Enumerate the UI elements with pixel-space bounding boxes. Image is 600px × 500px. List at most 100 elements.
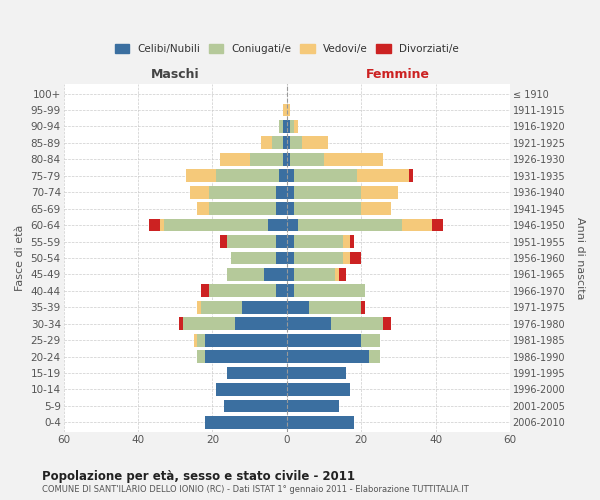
Bar — [179, 318, 182, 330]
Bar — [302, 136, 328, 149]
Text: Maschi: Maschi — [151, 68, 199, 81]
Bar — [287, 301, 309, 314]
Bar — [290, 120, 294, 133]
Bar — [294, 170, 358, 182]
Bar — [287, 186, 294, 198]
Bar — [182, 318, 235, 330]
Bar — [287, 104, 290, 117]
Bar — [294, 186, 361, 198]
Bar — [197, 301, 201, 314]
Bar — [409, 170, 413, 182]
Bar — [220, 235, 227, 248]
Bar — [383, 318, 391, 330]
Bar — [339, 268, 346, 281]
Bar — [309, 301, 361, 314]
Bar — [190, 186, 209, 198]
Bar — [358, 170, 409, 182]
Bar — [361, 301, 365, 314]
Bar — [250, 153, 283, 166]
Bar — [294, 202, 361, 215]
Bar — [350, 235, 353, 248]
Text: Popolazione per età, sesso e stato civile - 2011: Popolazione per età, sesso e stato civil… — [42, 470, 355, 483]
Bar — [432, 218, 443, 232]
Bar — [361, 334, 380, 346]
Bar — [402, 218, 432, 232]
Bar — [290, 136, 302, 149]
Bar — [235, 318, 287, 330]
Bar — [368, 350, 380, 363]
Bar — [287, 416, 353, 429]
Text: COMUNE DI SANT'ILARIO DELLO IONIO (RC) - Dati ISTAT 1° gennaio 2011 - Elaborazio: COMUNE DI SANT'ILARIO DELLO IONIO (RC) -… — [42, 485, 469, 494]
Bar — [343, 235, 350, 248]
Bar — [205, 334, 287, 346]
Bar — [324, 153, 383, 166]
Bar — [275, 284, 287, 297]
Bar — [242, 301, 287, 314]
Bar — [294, 120, 298, 133]
Bar — [287, 284, 294, 297]
Bar — [287, 153, 290, 166]
Bar — [287, 170, 294, 182]
Bar — [287, 120, 290, 133]
Bar — [275, 252, 287, 264]
Bar — [287, 383, 350, 396]
Bar — [209, 284, 275, 297]
Bar — [268, 218, 287, 232]
Bar — [197, 202, 209, 215]
Bar — [343, 252, 350, 264]
Bar — [149, 218, 160, 232]
Bar — [298, 218, 402, 232]
Legend: Celibi/Nubili, Coniugati/e, Vedovi/e, Divorziati/e: Celibi/Nubili, Coniugati/e, Vedovi/e, Di… — [110, 40, 463, 58]
Bar — [205, 350, 287, 363]
Bar — [231, 252, 275, 264]
Bar — [194, 334, 197, 346]
Bar — [331, 318, 383, 330]
Bar — [220, 153, 250, 166]
Bar — [201, 301, 242, 314]
Bar — [280, 170, 287, 182]
Bar — [197, 334, 205, 346]
Bar — [287, 218, 298, 232]
Bar — [287, 235, 294, 248]
Bar — [287, 136, 290, 149]
Bar — [287, 268, 294, 281]
Bar — [216, 170, 280, 182]
Bar — [283, 136, 287, 149]
Bar — [294, 284, 365, 297]
Bar — [283, 120, 287, 133]
Bar — [287, 400, 339, 412]
Bar — [209, 186, 275, 198]
Bar — [280, 120, 283, 133]
Bar — [275, 186, 287, 198]
Bar — [294, 235, 343, 248]
Bar — [201, 284, 209, 297]
Bar — [209, 202, 275, 215]
Bar — [294, 252, 343, 264]
Bar — [160, 218, 164, 232]
Bar — [205, 416, 287, 429]
Bar — [287, 202, 294, 215]
Bar — [275, 202, 287, 215]
Bar — [287, 350, 368, 363]
Text: Femmine: Femmine — [367, 68, 430, 81]
Bar — [290, 153, 324, 166]
Bar — [227, 366, 287, 380]
Bar — [227, 268, 265, 281]
Bar — [287, 366, 346, 380]
Bar — [187, 170, 216, 182]
Bar — [287, 252, 294, 264]
Y-axis label: Fasce di età: Fasce di età — [15, 225, 25, 291]
Bar — [261, 136, 272, 149]
Bar — [350, 252, 361, 264]
Bar — [283, 153, 287, 166]
Bar — [265, 268, 287, 281]
Y-axis label: Anni di nascita: Anni di nascita — [575, 216, 585, 299]
Bar — [224, 400, 287, 412]
Bar — [335, 268, 339, 281]
Bar — [283, 104, 287, 117]
Bar — [227, 235, 275, 248]
Bar — [294, 268, 335, 281]
Bar — [287, 318, 331, 330]
Bar — [287, 334, 361, 346]
Bar — [197, 350, 205, 363]
